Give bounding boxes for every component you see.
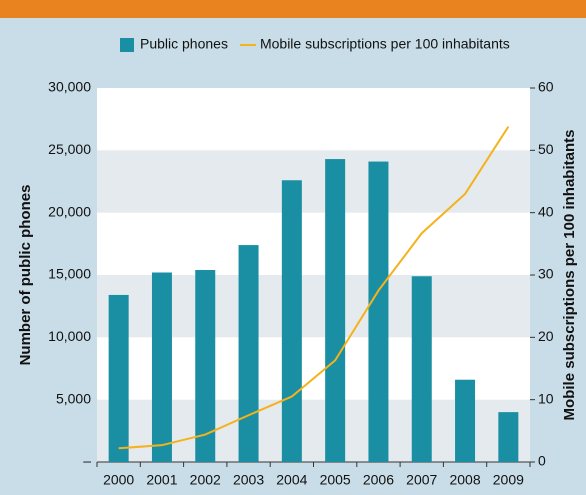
y-tick-label: 10,000 [48, 328, 91, 344]
bar [151, 272, 172, 462]
x-tick-label: 2006 [363, 472, 394, 488]
bar [281, 180, 302, 462]
y2-tick-label: 10 [538, 390, 554, 406]
legend-swatch [120, 38, 134, 52]
x-tick-label: 2008 [449, 472, 480, 488]
line [118, 126, 510, 450]
x-tick-label: 2002 [190, 472, 221, 488]
y-tick-label: 5,000 [56, 390, 91, 406]
x-tick-label: 2007 [406, 472, 437, 488]
y2-tick-label: 50 [538, 141, 554, 157]
x-tick-label: 2001 [146, 472, 177, 488]
x-tick-label: 2003 [233, 472, 264, 488]
y-tick-label: – [83, 453, 91, 469]
y2-tick-label: 60 [538, 79, 554, 95]
legend-label: Mobile subscriptions per 100 inhabitants [260, 36, 510, 52]
bar [108, 294, 129, 462]
bar [325, 159, 346, 462]
bar [498, 412, 519, 462]
legend-label: Public phones [140, 36, 228, 52]
y-tick-label: 25,000 [48, 141, 91, 157]
bar [455, 379, 476, 462]
y2-tick-label: 20 [538, 328, 554, 344]
x-tick-label: 2009 [493, 472, 524, 488]
bar [411, 276, 432, 462]
y-tick-label: 30,000 [48, 79, 91, 95]
y2-tick-label: 0 [538, 453, 546, 469]
y-tick-label: 20,000 [48, 203, 91, 219]
bar [238, 245, 259, 462]
x-tick-label: 2000 [103, 472, 134, 488]
grid-band [97, 150, 530, 213]
bar [368, 161, 389, 462]
y2-tick-label: 40 [538, 203, 554, 219]
y-tick-label: 15,000 [48, 266, 91, 282]
y2-axis-title: Mobile subscriptions per 100 inhabitants [561, 130, 578, 421]
y2-tick-label: 30 [538, 266, 554, 282]
x-tick-label: 2004 [276, 472, 307, 488]
x-tick-label: 2005 [320, 472, 351, 488]
bar [195, 270, 216, 462]
header-band [0, 0, 586, 18]
y-axis-title: Number of public phones [17, 185, 34, 366]
